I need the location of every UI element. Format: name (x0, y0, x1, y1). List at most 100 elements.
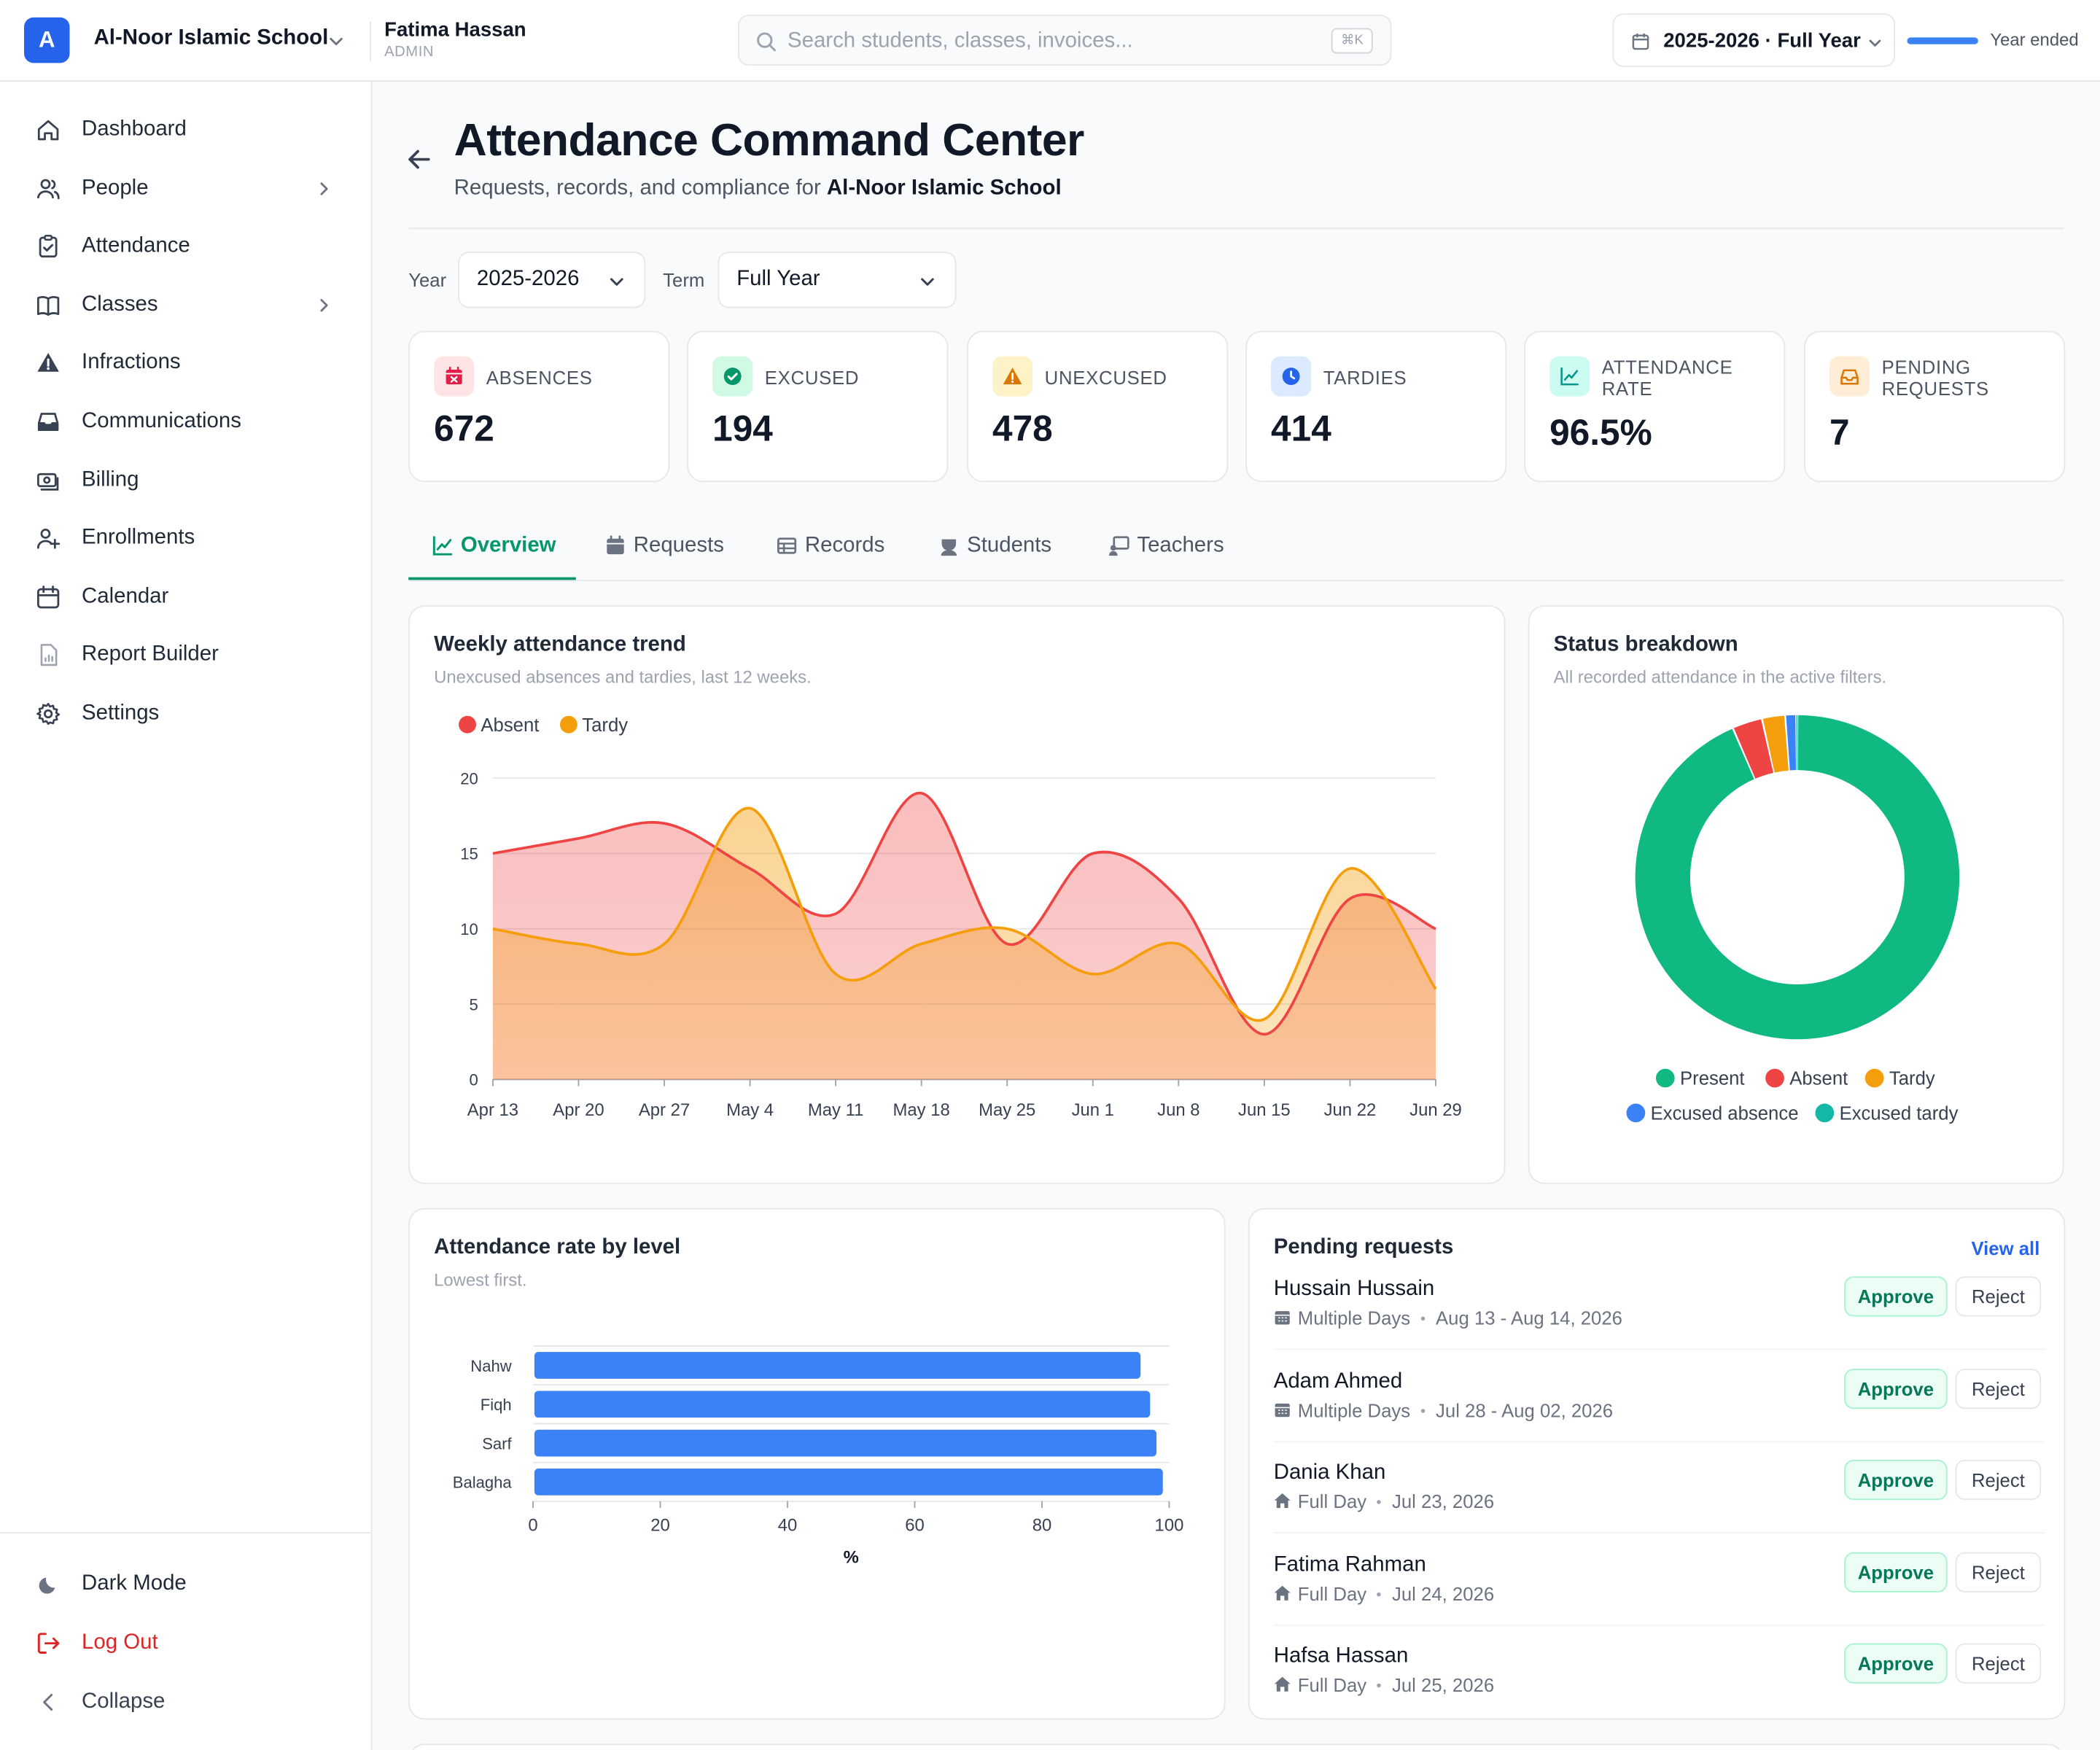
tab-label: Requests (633, 534, 724, 558)
pending-request-row: Hafsa Hassan Full Day Jul 25, 2026 Approve R… (1250, 1644, 2042, 1736)
top-bar: A Al-Noor Islamic School Fatima Hassan A… (0, 0, 2100, 82)
page-subtitle-school: Al-Noor Islamic School (826, 176, 1062, 200)
x-tick-label: 20 (650, 1515, 670, 1535)
dark-mode-toggle[interactable]: Dark Mode (19, 1559, 354, 1610)
sidebar-item-communications[interactable]: Communications (19, 397, 354, 448)
sidebar-item-attendance[interactable]: Attendance (19, 221, 354, 272)
chevron-down-icon (1869, 39, 1881, 47)
academic-year-label: 2025-2026 · Full Year (1663, 29, 1861, 52)
approve-button[interactable]: Approve (1844, 1644, 1948, 1684)
reject-button[interactable]: Reject (1955, 1552, 2042, 1592)
kpi-label: TARDIES (1323, 367, 1407, 389)
tab-label: Records (804, 534, 885, 558)
request-meta: Multiple Days Aug 13 - Aug 14, 2026 (1274, 1307, 1622, 1329)
status-breakdown-card: Status breakdown All recorded attendance… (1528, 605, 2064, 1184)
term-filter-value: Full Year (736, 268, 820, 291)
legend-swatch (1864, 1068, 1884, 1088)
sidebar-item-report-builder[interactable]: Report Builder (19, 629, 354, 680)
sidebar-item-people[interactable]: People (19, 163, 354, 214)
calendar-icon (1275, 1403, 1290, 1417)
header-divider (369, 21, 371, 62)
bar-balagha (534, 1468, 1163, 1496)
sidebar-item-dashboard[interactable]: Dashboard (19, 104, 354, 155)
reject-button[interactable]: Reject (1955, 1460, 2042, 1501)
pending-request-row: Fatima Rahman Full Day Jul 24, 2026 Approve… (1250, 1552, 2042, 1644)
school-switcher[interactable]: Al-Noor Islamic School (93, 26, 329, 50)
user-plus-icon (36, 529, 61, 549)
user-name: Fatima Hassan (384, 18, 526, 42)
kpi-card-pending-requests: PENDING REQUESTS 7 (1804, 330, 2066, 483)
table-icon (777, 537, 797, 554)
x-tick-label: 100 (1155, 1515, 1184, 1535)
meta-separator-dot (1377, 1684, 1382, 1689)
bar-sarf (534, 1429, 1157, 1457)
y-tick-label: Fiqh (481, 1396, 512, 1414)
inbox-icon (1840, 369, 1859, 385)
sidebar-item-calendar[interactable]: Calendar (19, 572, 354, 623)
search-shortcut-badge: ⌘K (1331, 28, 1373, 54)
collapse-sidebar-button[interactable]: Collapse (19, 1677, 354, 1728)
next-card (408, 1743, 2064, 1750)
x-tick-label: Jun 22 (1324, 1100, 1377, 1120)
kpi-label: ATTENDANCE RATE (1601, 356, 1733, 400)
legend-item-excused-tardy: Excused tardy (1815, 1103, 1959, 1124)
reject-button[interactable]: Reject (1955, 1276, 2042, 1317)
warning-icon (1003, 368, 1022, 385)
request-type: Full Day (1297, 1674, 1367, 1697)
tabs-baseline (408, 580, 2064, 582)
calendar-x-icon (446, 366, 462, 385)
chevron-right-icon (320, 299, 328, 312)
global-search[interactable]: ⌘K (738, 15, 1392, 66)
y-tick-label: 15 (460, 845, 478, 863)
kpi-icon-badge (1271, 356, 1312, 397)
approve-button[interactable]: Approve (1844, 1276, 1948, 1317)
tab-label: Students (967, 534, 1052, 558)
book-open-icon (36, 296, 60, 316)
document-chart-icon (40, 644, 58, 666)
kpi-icon-badge (1549, 356, 1590, 397)
chart-line-icon (1560, 367, 1579, 386)
chevron-down-icon (610, 278, 623, 286)
sidebar-footer: Dark Mode Log Out Collapse (0, 1532, 371, 1750)
home-icon (1274, 1585, 1291, 1601)
sidebar-item-billing[interactable]: Billing (19, 455, 354, 506)
chevron-down-icon[interactable] (327, 32, 346, 51)
year-filter-label: Year (408, 269, 447, 291)
requester-name: Hafsa Hassan (1273, 1645, 1409, 1668)
sidebar-item-label: Settings (82, 701, 160, 725)
legend-label: Tardy (1889, 1069, 1935, 1089)
weekly-trend-title: Weekly attendance trend (434, 633, 686, 656)
search-input[interactable] (787, 26, 1323, 57)
sidebar-item-infractions[interactable]: Infractions (19, 338, 354, 389)
reject-button[interactable]: Reject (1955, 1368, 2042, 1409)
academic-year-selector[interactable]: 2025-2026 · Full Year (1612, 13, 1895, 67)
reject-button[interactable]: Reject (1955, 1644, 2042, 1684)
check-circle-icon (723, 368, 742, 386)
legend-item-tardy: Tardy (1864, 1068, 1935, 1089)
term-filter-select[interactable]: Full Year (718, 252, 957, 308)
sidebar-item-label: Report Builder (82, 642, 219, 666)
sidebar-item-settings[interactable]: Settings (19, 688, 354, 739)
sidebar-item-enrollments[interactable]: Enrollments (19, 513, 354, 564)
weekly-trend-card: Weekly attendance trend Unexcused absenc… (408, 605, 1506, 1184)
page-subtitle: Requests, records, and compliance for Al… (454, 176, 1062, 201)
back-arrow-icon[interactable] (405, 144, 434, 174)
sidebar-item-classes[interactable]: Classes (19, 280, 354, 331)
logout-button[interactable]: Log Out (19, 1618, 354, 1669)
chevron-right-icon (320, 182, 328, 195)
approve-button[interactable]: Approve (1844, 1460, 1948, 1501)
approve-button[interactable]: Approve (1844, 1368, 1948, 1409)
sidebar-item-label: Calendar (82, 585, 169, 608)
school-logo[interactable]: A (24, 17, 70, 63)
pending-requests-title: Pending requests (1273, 1236, 1454, 1259)
chevron-down-icon (921, 278, 934, 286)
request-meta: Full Day Jul 23, 2026 (1274, 1491, 1494, 1512)
legend-label: Absent (481, 715, 539, 736)
x-tick-label: May 4 (726, 1100, 774, 1120)
view-all-link[interactable]: View all (1971, 1237, 2040, 1259)
request-dates: Jul 28 - Aug 02, 2026 (1436, 1399, 1614, 1421)
year-filter-select[interactable]: 2025-2026 (458, 252, 646, 308)
request-meta: Full Day Jul 24, 2026 (1274, 1583, 1494, 1604)
approve-button[interactable]: Approve (1844, 1552, 1948, 1592)
